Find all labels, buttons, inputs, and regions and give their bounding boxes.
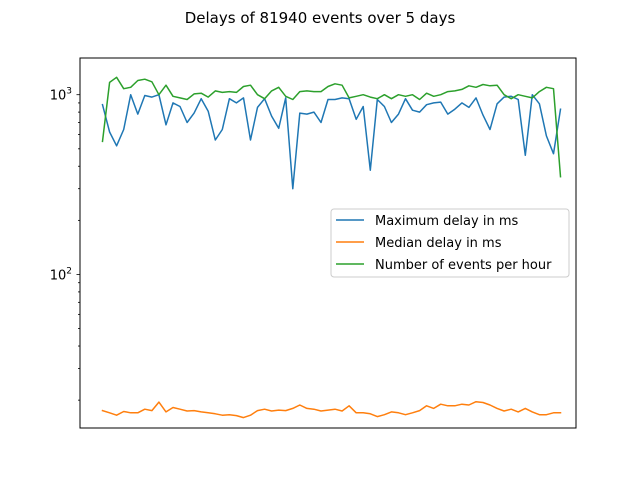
legend-box [330,208,570,278]
y-tick-label-exponent: 2 [66,266,72,276]
y-tick-label-base: 10 [50,89,67,104]
y-tick-label-exponent: 3 [66,87,72,97]
legend-label: Maximum delay in ms [375,214,518,229]
series-line-1 [101,93,562,190]
plot-area-frame [79,57,577,429]
legend: Maximum delay in ms Median delay in ms Num… [330,208,570,278]
y-tick-label-base: 10 [50,268,67,283]
y-tick-label: 102 [50,266,72,283]
y-tick-label: 103 [50,87,72,104]
series-layer [101,76,562,419]
chart-title: Delays of 81940 events over 5 days [185,9,456,27]
series-line-2 [101,400,562,419]
legend-label: Number of events per hour [375,258,552,273]
legend-label: Median delay in ms [375,236,502,251]
series-line-3 [101,76,562,178]
